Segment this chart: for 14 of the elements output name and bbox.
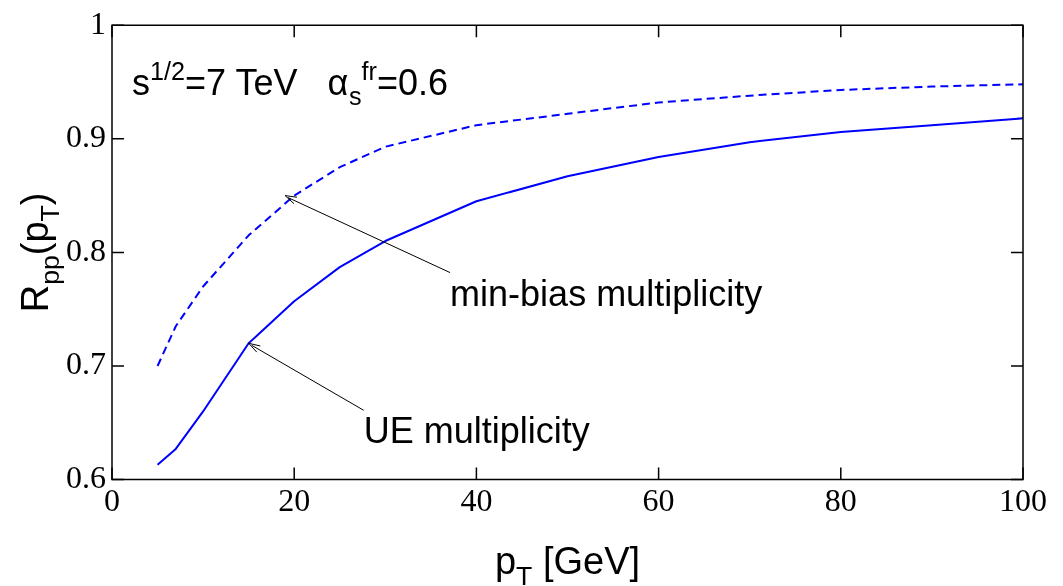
x-tick-label: 20 bbox=[278, 482, 311, 519]
y-tick-label: 0.7 bbox=[66, 345, 106, 382]
x-tick-label: 60 bbox=[642, 482, 675, 519]
y-tick-label: 1 bbox=[90, 4, 106, 41]
x-tick-label: 0 bbox=[104, 482, 120, 519]
y-axis-title: Rpp(pT) bbox=[14, 192, 65, 313]
y-tick-label: 0.8 bbox=[66, 231, 106, 268]
x-tick-label: 100 bbox=[999, 482, 1047, 519]
annotation: min-bias multiplicity bbox=[450, 272, 763, 314]
x-tick-label: 40 bbox=[460, 482, 493, 519]
x-tick-label: 80 bbox=[824, 482, 857, 519]
y-tick-label: 0.9 bbox=[66, 118, 106, 155]
y-tick-label: 0.6 bbox=[66, 459, 106, 496]
annotation: UE multiplicity bbox=[363, 410, 590, 452]
